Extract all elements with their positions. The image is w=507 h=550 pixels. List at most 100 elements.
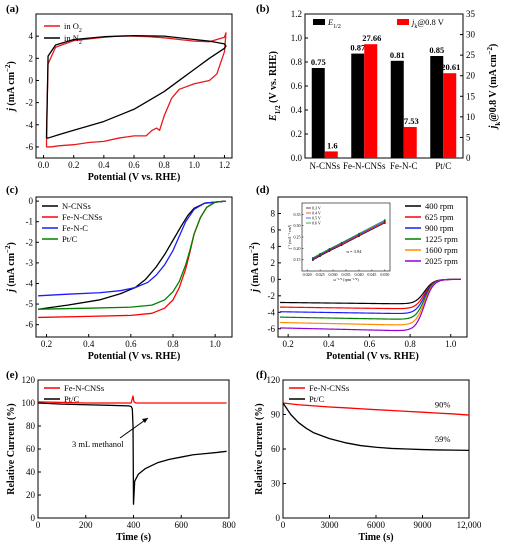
legend-label: Pt/C xyxy=(62,234,77,244)
inset-point xyxy=(311,256,314,259)
x-tick-label: 0.8 xyxy=(167,339,179,349)
y2-axis-title: jk@0.8 V (mA cm−2) xyxy=(486,44,502,131)
series-end-label: 90% xyxy=(435,400,451,410)
y-tick-label: 0.8 xyxy=(291,57,303,67)
y-tick-label: 0 xyxy=(29,75,34,85)
x-tick-label: 0.4 xyxy=(98,160,110,170)
y-tick-label: 2 xyxy=(29,53,34,63)
y-tick-label: 60 xyxy=(271,444,281,454)
inset-y-tick-label: 0.25 xyxy=(294,235,301,240)
inset-x-axis-title: ω⁻¹ᐟ² (rpm⁻¹ᐟ²) xyxy=(333,277,359,282)
y-axis-title: j (mA cm−2) xyxy=(4,61,17,113)
legend-label: Fe-N-CNSs xyxy=(309,383,349,393)
series-line xyxy=(280,278,461,305)
series-line xyxy=(280,278,461,320)
y2-tick-label: 30 xyxy=(466,30,476,40)
y2-tick-label: 20 xyxy=(466,71,476,81)
annotation-label: 3 mL methanol xyxy=(72,439,124,449)
y2-tick-label: 35 xyxy=(466,9,476,19)
legend-label: 1600 rpm xyxy=(425,245,458,255)
y-tick-label: 0 xyxy=(271,274,276,284)
y2-tick-label: 25 xyxy=(466,50,476,60)
x-tick-label: 1.0 xyxy=(189,160,201,170)
legend-label: E1/2 xyxy=(327,17,341,30)
inset-point xyxy=(383,219,386,221)
inset-plot: 0.020 0.025 0.030 0.035 0.040 0.045 0.050 0.15 0… xyxy=(287,202,391,282)
x-tick-label: 1.2 xyxy=(219,160,230,170)
series-line xyxy=(282,402,470,452)
y-axis-title: Relative Current (%) xyxy=(254,403,265,494)
x-tick-label: 0.2 xyxy=(68,160,79,170)
x-tick-label: 1.0 xyxy=(210,339,222,349)
legend-swatch xyxy=(397,19,409,25)
series-line xyxy=(37,402,227,505)
x-tick-label: 0.4 xyxy=(323,339,335,349)
panel-letter: (f) xyxy=(256,369,267,381)
x-tick-label: 0 xyxy=(36,520,41,530)
y-tick-label: 40 xyxy=(26,467,36,477)
y-tick-label: 1.0 xyxy=(291,33,303,43)
x-tick-label: 0.8 xyxy=(159,160,171,170)
inset-series-line xyxy=(312,219,385,259)
x-tick-label: 0.2 xyxy=(41,339,52,349)
x-tick-label: 0.6 xyxy=(125,339,137,349)
inset-y-axis-title: j⁻¹ (mA⁻¹ cm²) xyxy=(287,224,292,250)
series-line xyxy=(282,402,470,416)
y-tick-label: 60 xyxy=(26,444,36,454)
y-tick-label: 1.2 xyxy=(291,9,302,19)
legend-label: in N2 xyxy=(64,33,82,46)
x-tick-label: 0.6 xyxy=(128,160,140,170)
y2-tick-label: 0 xyxy=(466,153,471,163)
y-tick-label: -6 xyxy=(268,324,276,334)
inset-x-tick-label: 0.045 xyxy=(367,272,376,277)
bar-jk xyxy=(364,44,378,159)
y-tick-label: -4 xyxy=(268,307,276,317)
inset-y-tick-label: 0.20 xyxy=(294,246,301,251)
y-axis-title: j (mA cm−2) xyxy=(248,242,261,294)
series-line xyxy=(45,34,227,139)
series-line xyxy=(38,200,226,297)
legend-label: 2025 rpm xyxy=(425,256,458,266)
y-tick-label: 0 xyxy=(29,196,34,206)
y-tick-label: -1 xyxy=(26,217,34,227)
y2-tick-label: 5 xyxy=(466,132,471,142)
x-tick-label: 200 xyxy=(79,520,93,530)
y-tick-label: 80 xyxy=(26,421,36,431)
bar-e12 xyxy=(311,68,325,158)
legend-label: jk@0.8 V xyxy=(411,17,445,30)
category-label: Pt/C xyxy=(435,161,451,171)
x-tick-label: 0.6 xyxy=(364,339,376,349)
y-tick-label: 4 xyxy=(29,31,34,41)
y-tick-label: -3 xyxy=(26,258,34,268)
bar-value-label: 1.6 xyxy=(327,140,338,150)
category-label: N-CNSs xyxy=(309,161,340,171)
y-tick-label: 6 xyxy=(271,225,276,235)
y-tick-label: 4 xyxy=(271,241,276,251)
series-line xyxy=(280,278,461,310)
y-tick-label: 20 xyxy=(26,490,36,500)
y-tick-label: 0.0 xyxy=(291,153,303,163)
y-tick-label: 100 xyxy=(22,398,36,408)
bar-value-label: 27.66 xyxy=(362,33,381,43)
x-axis-title: Potential (V vs. RHE) xyxy=(88,351,181,362)
inset-x-tick-label: 0.040 xyxy=(354,272,363,277)
n-annotation: n = 3.94 xyxy=(347,249,363,254)
x-tick-label: 400 xyxy=(127,520,141,530)
legend-label: in O2 xyxy=(64,21,82,34)
legend-swatch xyxy=(313,19,325,25)
y-tick-label: 2 xyxy=(271,258,276,268)
inset-x-tick-label: 0.030 xyxy=(329,272,338,277)
legend-label: 400 rpm xyxy=(425,201,454,211)
x-tick-label: 0 xyxy=(281,520,286,530)
annotation-arrow xyxy=(119,417,149,439)
inset-x-tick-label: 0.035 xyxy=(342,272,351,277)
x-tick-label: 9000 xyxy=(414,520,433,530)
inset-legend-label: 0.4 V xyxy=(312,211,321,216)
y-tick-label: 0.2 xyxy=(291,129,302,139)
bar-e12 xyxy=(390,60,404,158)
y-tick-label: 8 xyxy=(271,208,276,218)
inset-x-tick-label: 0.050 xyxy=(380,272,389,277)
category-label: Fe-N-C xyxy=(390,161,418,171)
y-tick-label: -6 xyxy=(26,142,34,152)
x-tick-label: 3000 xyxy=(321,520,340,530)
